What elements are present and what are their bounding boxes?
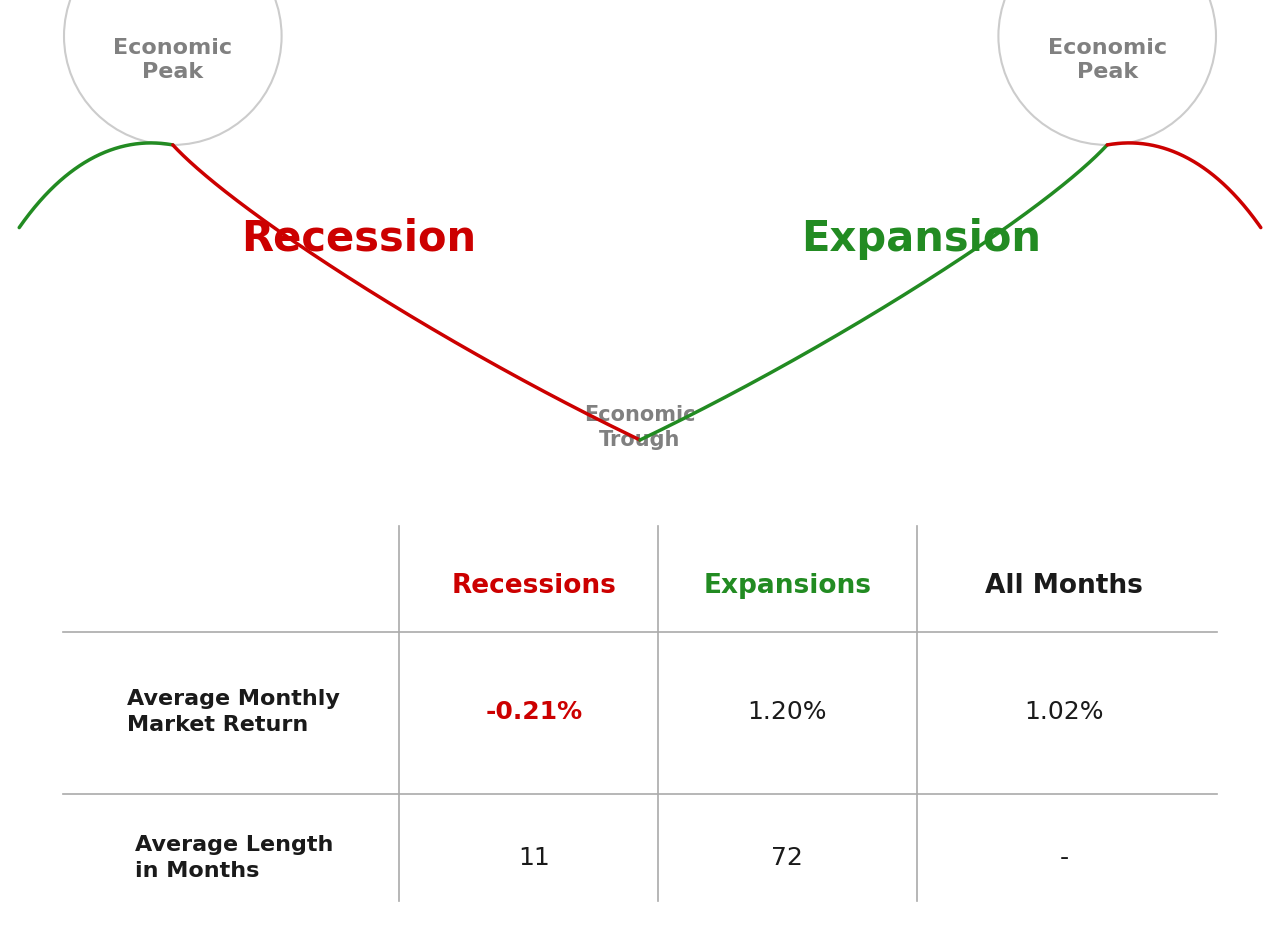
Text: 11: 11 bbox=[518, 845, 550, 870]
Text: Economic
Peak: Economic Peak bbox=[1047, 38, 1167, 83]
Text: -0.21%: -0.21% bbox=[485, 700, 582, 723]
Text: Average Length
in Months: Average Length in Months bbox=[134, 834, 333, 881]
Text: All Months: All Months bbox=[986, 572, 1143, 599]
Text: -: - bbox=[1060, 845, 1069, 870]
Text: Economic
Peak: Economic Peak bbox=[113, 38, 233, 83]
Text: 72: 72 bbox=[772, 845, 803, 870]
Text: Average Monthly
Market Return: Average Monthly Market Return bbox=[127, 688, 340, 734]
Ellipse shape bbox=[64, 0, 282, 146]
Text: Recessions: Recessions bbox=[452, 572, 617, 599]
Text: Expansions: Expansions bbox=[703, 572, 872, 599]
Text: Recession: Recession bbox=[241, 218, 476, 260]
Text: 1.20%: 1.20% bbox=[748, 700, 827, 723]
Text: 1.02%: 1.02% bbox=[1024, 700, 1103, 723]
Text: Expansion: Expansion bbox=[801, 218, 1042, 260]
Ellipse shape bbox=[998, 0, 1216, 146]
Text: Economic
Trough: Economic Trough bbox=[584, 405, 696, 450]
